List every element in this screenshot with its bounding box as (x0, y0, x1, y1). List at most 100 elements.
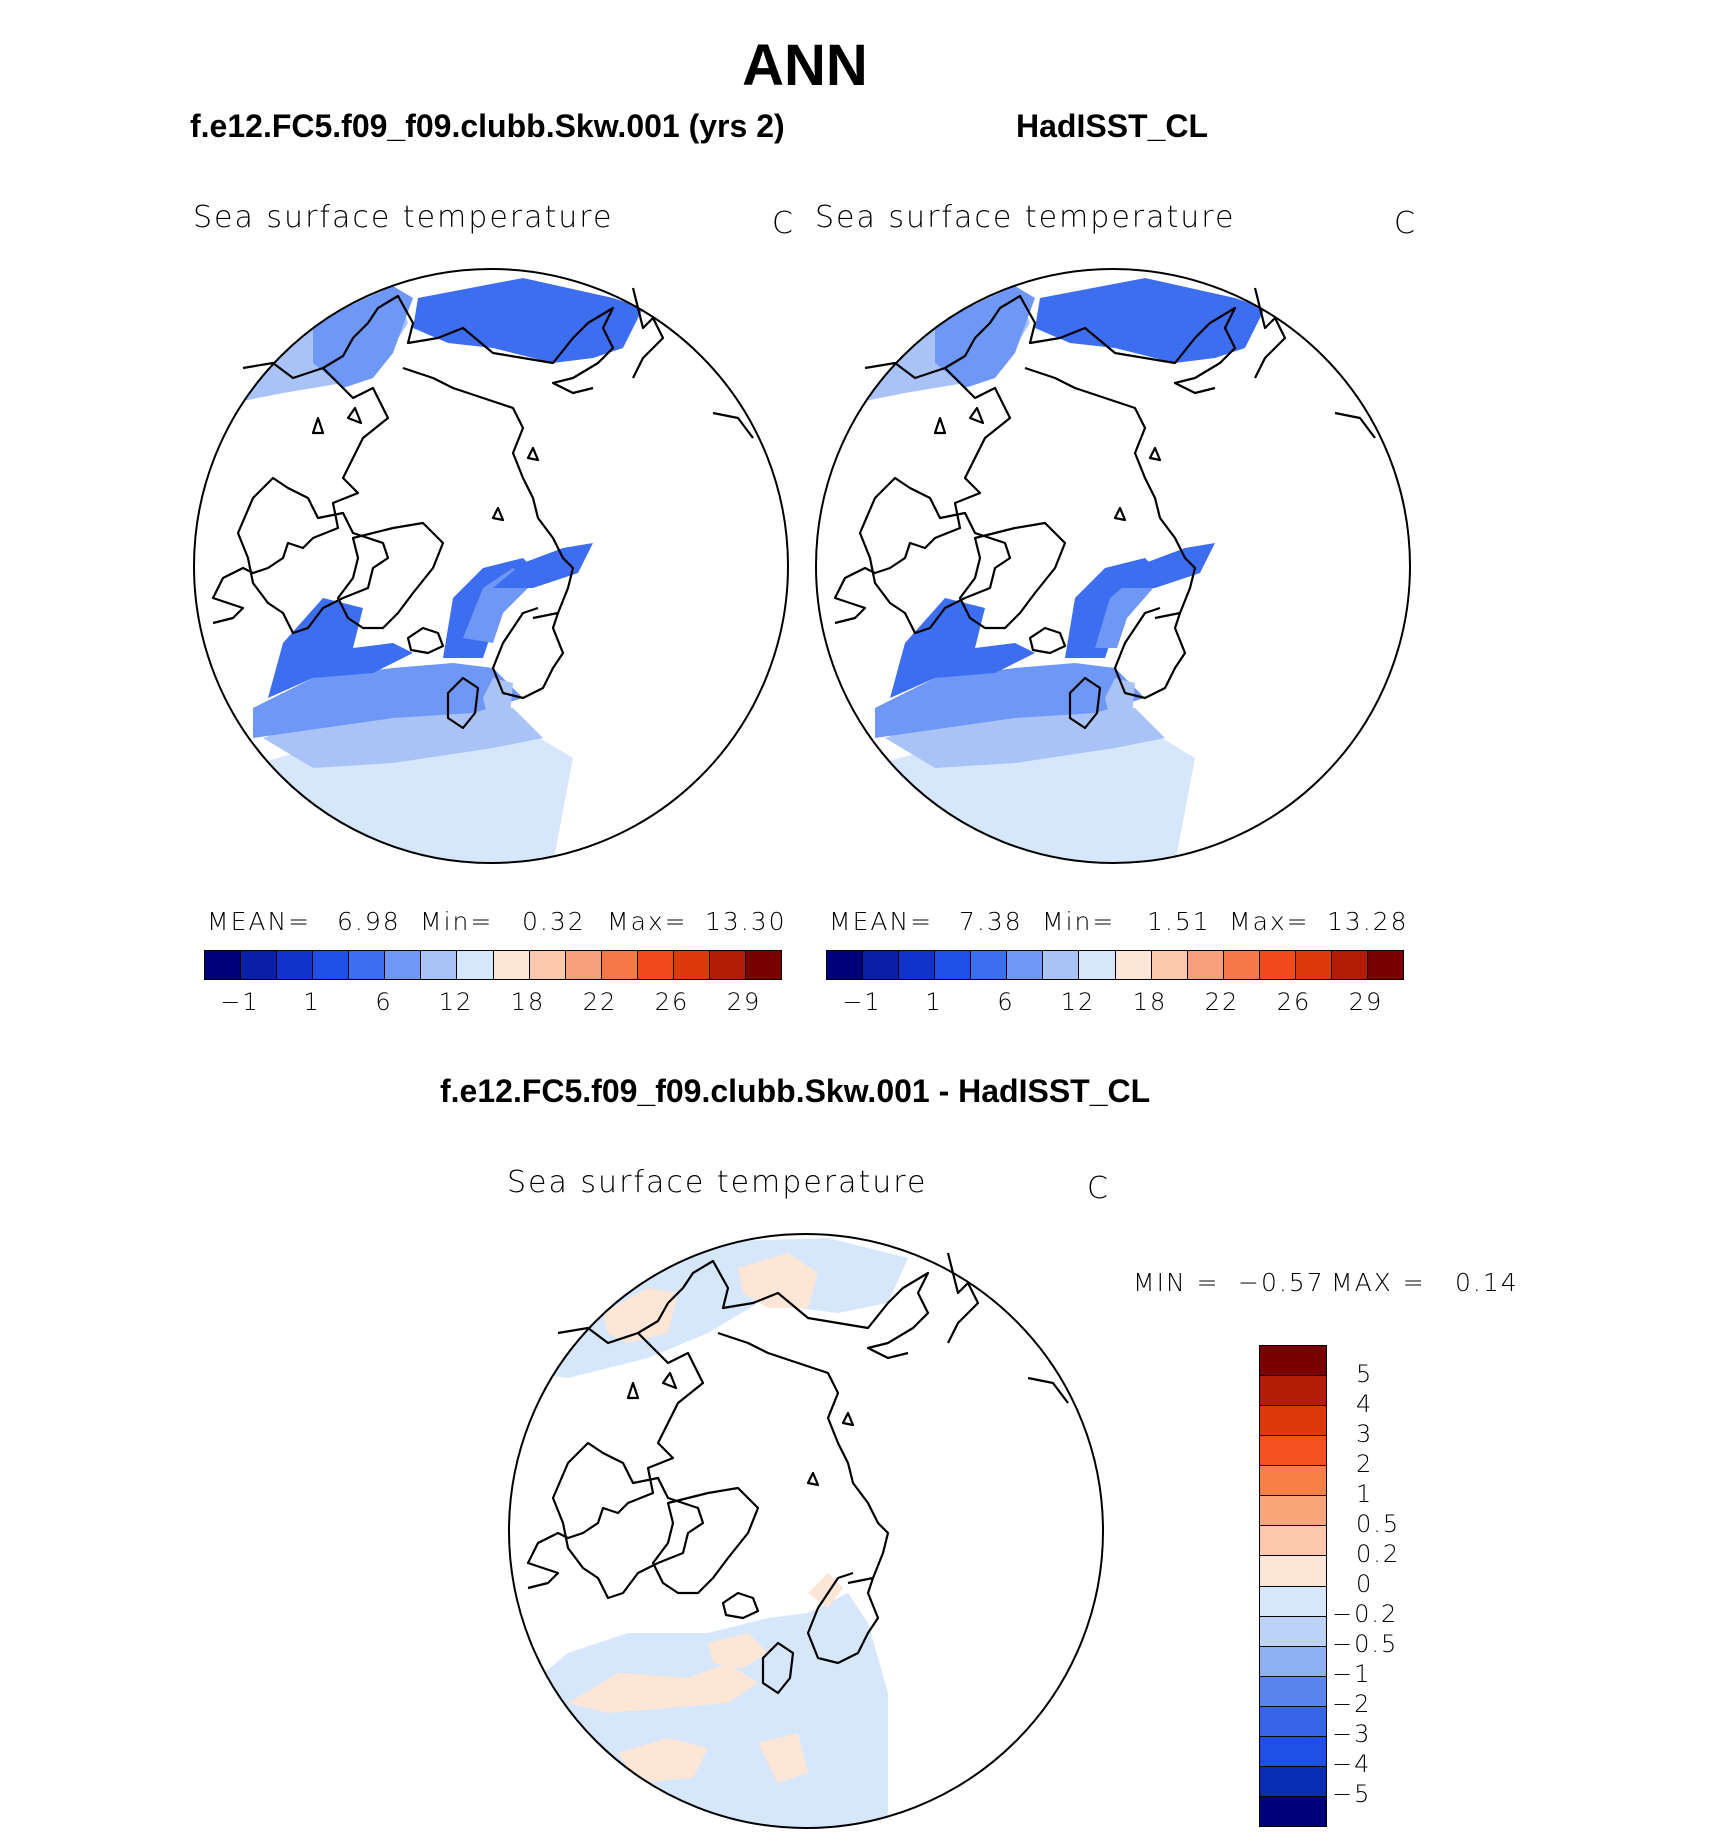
panel2-units: C (1394, 206, 1417, 241)
diff-title: f.e12.FC5.f09_f09.clubb.Skw.001 - HadISS… (440, 1073, 1151, 1109)
colorbar-swatch (493, 951, 530, 979)
diff-field-pacific-warm2 (738, 1253, 818, 1308)
panel1-coast-iceland (406, 626, 445, 655)
diff-colorbar-tick-label: 1 (1356, 1480, 1374, 1508)
panel1-colorbar-ticks: −1 1 6 12 18 22 26 29 (204, 988, 780, 1018)
diff-colorbar-tick-label: −1 (1332, 1660, 1372, 1688)
diff-colorbar-swatch (1260, 1466, 1326, 1497)
panel1-field-north-atlantic (253, 663, 523, 738)
diff-colorbar-tick-label: −0.5 (1332, 1630, 1399, 1658)
colorbar-swatch (1151, 951, 1188, 979)
diff-field-atlantic-warm3 (618, 1738, 708, 1783)
colorbar-tick-label: 22 (1204, 988, 1240, 1016)
panel2-field-barents (1115, 543, 1215, 588)
panel2-max-label: Max= (1229, 907, 1310, 936)
colorbar-tick-label: 18 (510, 988, 546, 1016)
colorbar-swatch (565, 951, 602, 979)
panel1-coast-siberia (211, 367, 390, 625)
colorbar-swatch (1367, 951, 1403, 979)
diff-colorbar-tick-label: 2 (1356, 1450, 1374, 1478)
panel1-min-value: 0.32 (522, 907, 586, 936)
colorbar-swatch (1295, 951, 1332, 979)
diff-units: C (1087, 1171, 1110, 1206)
panel1-max-label: Max= (607, 907, 688, 936)
panel2-min-label: Min= (1042, 907, 1116, 936)
diff-colorbar-swatch (1260, 1706, 1326, 1737)
colorbar-swatch (935, 951, 972, 979)
diff-colorbar-swatch (1260, 1496, 1326, 1527)
panel1-polar-map (193, 268, 789, 864)
colorbar-swatch (827, 951, 864, 979)
panel2-field-bering (1035, 278, 1265, 363)
diff-colorbar-tick-label: 0.2 (1356, 1540, 1401, 1568)
diff-colorbar-tick-label: 4 (1356, 1390, 1374, 1418)
colorbar-tick-label: 18 (1132, 988, 1168, 1016)
colorbar-tick-label: 12 (438, 988, 474, 1016)
panel1-units: C (772, 206, 795, 241)
diff-colorbar-tick-label: −4 (1332, 1750, 1372, 1778)
diff-field-atlantic-warm1 (568, 1663, 758, 1713)
colorbar-tick-label: 29 (726, 988, 762, 1016)
colorbar-swatch (385, 951, 422, 979)
colorbar-tick-label: 1 (925, 988, 943, 1016)
colorbar-swatch (313, 951, 350, 979)
diff-polar-map (508, 1233, 1104, 1829)
colorbar-swatch (1331, 951, 1368, 979)
panel2-field-norwegian-warm (1095, 573, 1155, 648)
colorbar-tick-label: 6 (997, 988, 1015, 1016)
diff-colorbar-swatch (1260, 1796, 1326, 1826)
colorbar-tick-label: −1 (220, 988, 260, 1016)
panel2-min-value: 1.51 (1147, 907, 1211, 936)
colorbar-swatch (457, 951, 494, 979)
diff-colorbar-swatch (1260, 1736, 1326, 1767)
colorbar-swatch (349, 951, 386, 979)
colorbar-swatch (863, 951, 900, 979)
panel1-case-title: f.e12.FC5.f09_f09.clubb.Skw.001 (yrs 2) (190, 108, 785, 144)
colorbar-swatch (1187, 951, 1224, 979)
panel1-field-labrador (268, 598, 413, 698)
colorbar-swatch (1115, 951, 1152, 979)
diff-colorbar-swatch (1260, 1556, 1326, 1587)
diff-colorbar-swatch (1260, 1766, 1326, 1797)
colorbar-swatch (529, 951, 566, 979)
panel1-coast-sakhalin (712, 411, 754, 439)
panel1-min-label: Min= (420, 907, 494, 936)
colorbar-swatch (601, 951, 638, 979)
colorbar-tick-label: −1 (842, 988, 882, 1016)
colorbar-swatch (1223, 951, 1260, 979)
diff-colorbar-swatch (1260, 1346, 1326, 1377)
colorbar-swatch (421, 951, 458, 979)
diff-colorbar-tick-label: −0.2 (1332, 1600, 1399, 1628)
colorbar-tick-label: 22 (582, 988, 618, 1016)
panel2-mean-value: 7.38 (959, 907, 1023, 936)
colorbar-tick-label: 1 (303, 988, 321, 1016)
diff-colorbar-swatch (1260, 1616, 1326, 1647)
diff-field-atlantic-warm2 (708, 1633, 768, 1668)
panel2-colorbar (826, 950, 1404, 980)
panel1-coast-scandinavia (491, 606, 565, 700)
diff-field-pacific-warm1 (603, 1288, 678, 1343)
page-title: ANN (742, 33, 868, 98)
panel1-coast-islands2 (491, 446, 540, 522)
colorbar-swatch (745, 951, 781, 979)
colorbar-tick-label: 6 (375, 988, 393, 1016)
diff-colorbar-swatch (1260, 1646, 1326, 1677)
diff-colorbar-swatch (1260, 1676, 1326, 1707)
panel1-coast-east-asia (631, 287, 665, 379)
diff-min-label: MIN = (1133, 1268, 1220, 1297)
colorbar-tick-label: 26 (654, 988, 690, 1016)
panel1-coast-eurasia-north (402, 366, 575, 620)
panel2-variable-label: Sea surface temperature (815, 200, 1236, 235)
diff-colorbar-tick-label: 5 (1356, 1360, 1374, 1388)
colorbar-swatch (1007, 951, 1044, 979)
diff-colorbar-tick-label: 0 (1356, 1570, 1374, 1598)
diff-colorbar-tick-label: −5 (1332, 1780, 1372, 1808)
diff-colorbar-tick-label: −3 (1332, 1720, 1372, 1748)
diff-colorbar-swatch (1260, 1586, 1326, 1617)
diff-max-label: MAX = (1331, 1268, 1426, 1297)
diff-colorbar-swatch (1260, 1376, 1326, 1407)
diff-max-value: 0.14 (1455, 1268, 1519, 1297)
diff-colorbar-tick-label: −2 (1332, 1690, 1372, 1718)
panel1-coast-britain (446, 676, 480, 730)
colorbar-tick-label: 12 (1060, 988, 1096, 1016)
